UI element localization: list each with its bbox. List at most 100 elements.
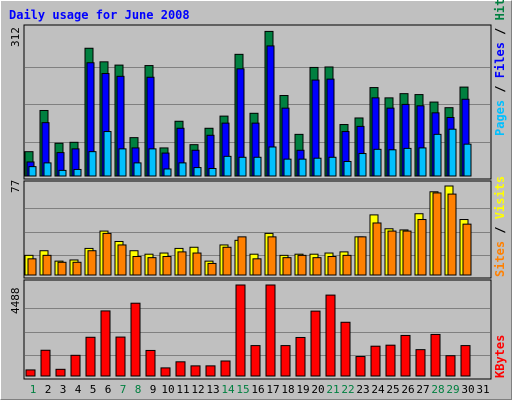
- bar-sites: [42, 254, 52, 276]
- x-tick-label: 22: [341, 383, 354, 396]
- bar-pages: [343, 160, 352, 177]
- bar-sites: [72, 261, 82, 276]
- bar-pages: [148, 148, 157, 177]
- bar-pages: [103, 131, 112, 177]
- bar-kbytes: [100, 310, 111, 377]
- x-tick-label: 30: [461, 383, 474, 396]
- x-tick-label: 24: [371, 383, 385, 396]
- bar-sites: [27, 258, 37, 276]
- bar-sites: [147, 257, 157, 276]
- x-tick-label: 6: [105, 383, 112, 396]
- bar-pages: [313, 157, 322, 177]
- x-tick-label: 13: [206, 383, 219, 396]
- legend-hits-files-pages: Pages / Files / Hits: [493, 0, 507, 136]
- bar-sites: [297, 254, 307, 276]
- x-tick-label: 12: [191, 383, 204, 396]
- bar-kbytes: [340, 321, 351, 377]
- visits-max-label: 77: [9, 180, 22, 193]
- x-tick-label: 7: [120, 383, 127, 396]
- bar-pages: [43, 162, 52, 177]
- bar-kbytes: [175, 361, 186, 377]
- x-tick-label: 15: [236, 383, 249, 396]
- bar-pages: [178, 162, 187, 177]
- bar-sites: [267, 236, 277, 276]
- bar-pages: [298, 158, 307, 177]
- bar-sites: [327, 256, 337, 276]
- x-tick-label: 11: [176, 383, 189, 396]
- bar-pages: [403, 147, 412, 177]
- bar-pages: [418, 147, 427, 177]
- legend-separator: /: [493, 219, 507, 241]
- bar-pages: [133, 162, 142, 177]
- bar-sites: [417, 219, 427, 276]
- bar-pages: [373, 148, 382, 177]
- bar-sites: [252, 258, 262, 276]
- bar-kbytes: [205, 365, 216, 377]
- bar-kbytes: [85, 336, 96, 377]
- bar-kbytes: [415, 349, 426, 377]
- bar-sites: [372, 222, 382, 276]
- bar-kbytes: [385, 344, 396, 377]
- x-tick-label: 27: [416, 383, 429, 396]
- bar-pages: [463, 143, 472, 177]
- legend-hits: Hits: [493, 0, 507, 20]
- bar-kbytes: [280, 345, 291, 377]
- bar-pages: [223, 155, 232, 177]
- bar-sites: [357, 236, 367, 276]
- x-tick-label: 3: [60, 383, 67, 396]
- chart-bars: [24, 30, 472, 377]
- bar-kbytes: [445, 355, 456, 377]
- bar-sites: [222, 246, 232, 276]
- bar-kbytes: [430, 333, 441, 377]
- bar-pages: [118, 148, 127, 177]
- bar-kbytes: [130, 302, 141, 377]
- bar-kbytes: [400, 334, 411, 377]
- bar-sites: [282, 257, 292, 276]
- legend-sites: Sites: [493, 241, 507, 277]
- x-tick-label: 16: [251, 383, 264, 396]
- bar-kbytes: [25, 369, 36, 377]
- x-tick-label: 8: [135, 383, 142, 396]
- bar-sites: [117, 244, 127, 276]
- bar-pages: [358, 153, 367, 177]
- x-tick-label: 23: [356, 383, 369, 396]
- kbytes-max-label: 4488: [9, 288, 22, 315]
- bar-sites: [192, 252, 202, 276]
- bar-sites: [447, 193, 457, 276]
- x-tick-label: 25: [386, 383, 399, 396]
- legend-kbytes: KBytes: [493, 335, 507, 378]
- x-tick-label: 1: [30, 383, 37, 396]
- legend-visits: Visits: [493, 176, 507, 219]
- bar-kbytes: [370, 345, 381, 377]
- x-tick-label: 9: [150, 383, 157, 396]
- bar-pages: [58, 169, 67, 177]
- bar-pages: [88, 151, 97, 177]
- bar-sites: [57, 261, 67, 276]
- x-tick-label: 4: [75, 383, 82, 396]
- bar-kbytes: [265, 284, 276, 377]
- bar-sites: [342, 254, 352, 276]
- bar-kbytes: [145, 349, 156, 377]
- bar-kbytes: [325, 294, 336, 377]
- bar-kbytes: [250, 345, 261, 377]
- bar-pages: [283, 158, 292, 177]
- bar-sites: [387, 230, 397, 276]
- x-tick-label: 29: [446, 383, 459, 396]
- bar-pages: [448, 128, 457, 177]
- bar-sites: [207, 262, 217, 276]
- bar-pages: [163, 168, 172, 177]
- bar-sites: [132, 256, 142, 276]
- x-tick-label: 19: [296, 383, 309, 396]
- bar-sites: [312, 257, 322, 276]
- chart-title: Daily usage for June 2008: [9, 8, 190, 22]
- legend-separator: /: [493, 20, 507, 42]
- bar-pages: [73, 168, 82, 177]
- x-tick-label: 5: [90, 383, 97, 396]
- x-tick-label: 18: [281, 383, 294, 396]
- bar-pages: [253, 156, 262, 177]
- legend-files: Files: [493, 42, 507, 78]
- bar-kbytes: [235, 284, 246, 377]
- x-tick-label: 28: [431, 383, 444, 396]
- bar-kbytes: [55, 368, 66, 377]
